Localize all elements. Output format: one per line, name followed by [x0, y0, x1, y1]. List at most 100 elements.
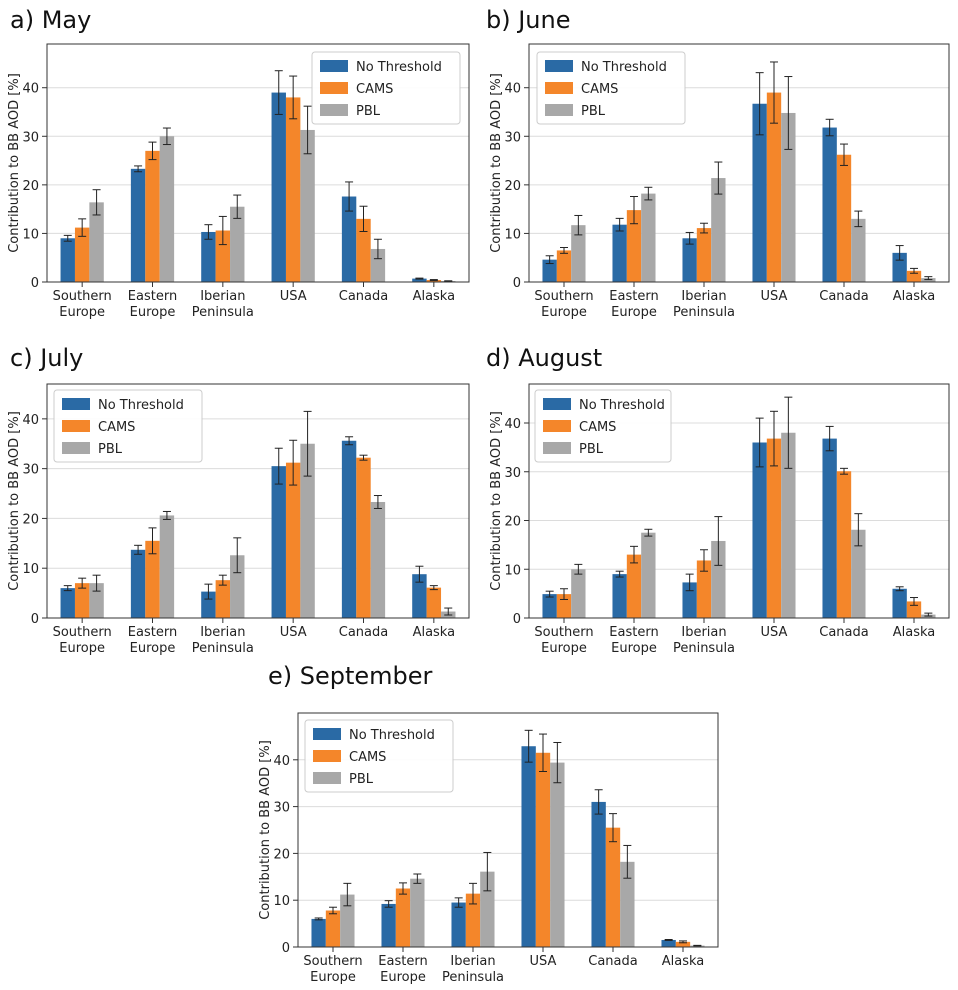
bar	[766, 92, 782, 282]
x-tick-label: Alaska	[413, 625, 456, 640]
y-axis-label: Contribution to BB AOD [%]	[7, 411, 22, 591]
x-tick-label: Southern	[53, 625, 112, 640]
x-tick-label: Peninsula	[442, 970, 504, 985]
bar	[395, 888, 411, 947]
bar	[612, 574, 627, 618]
error-bar	[840, 143, 848, 166]
error-bar	[415, 565, 424, 583]
error-bar	[700, 549, 708, 572]
error-bar	[233, 537, 242, 574]
bar	[836, 154, 852, 282]
error-bar	[148, 527, 157, 555]
legend-swatch	[320, 60, 348, 72]
bar	[89, 202, 104, 282]
y-tick-label: 10	[273, 894, 290, 909]
bar	[230, 555, 245, 618]
error-bar	[524, 729, 533, 763]
bar	[711, 540, 726, 618]
x-tick-label: Southern	[53, 289, 112, 304]
error-bar	[289, 75, 298, 120]
error-bar	[413, 873, 422, 884]
error-bar	[218, 215, 227, 246]
x-tick-label: Iberian	[681, 625, 726, 640]
legend-swatch	[62, 442, 90, 454]
x-tick-label: Europe	[541, 641, 587, 656]
bar	[60, 238, 75, 282]
error-bar	[78, 218, 87, 237]
bar	[556, 250, 572, 282]
bar	[822, 127, 837, 283]
bar	[892, 588, 907, 618]
error-bar	[679, 940, 687, 944]
bar	[781, 432, 796, 618]
x-tick-label: Alaska	[662, 954, 705, 969]
bar	[340, 894, 355, 947]
bar	[851, 218, 866, 282]
legend-swatch	[545, 104, 573, 116]
y-axis-label: Contribution to BB AOD [%]	[489, 411, 504, 591]
bar	[542, 259, 557, 282]
error-bar	[644, 528, 653, 537]
legend: No Threshold CAMS PBL	[304, 719, 454, 793]
y-tick-label: 20	[504, 179, 521, 194]
error-bar	[204, 583, 213, 600]
bar	[145, 540, 160, 618]
bar	[74, 583, 90, 618]
error-bar	[384, 900, 393, 908]
x-tick-label: Europe	[130, 641, 176, 656]
error-bar	[770, 410, 778, 467]
bar	[822, 438, 837, 618]
x-tick-label: Canada	[819, 625, 868, 640]
bar	[356, 457, 371, 618]
error-bar	[218, 574, 227, 586]
y-axis-label: Contribution to BB AOD [%]	[489, 73, 504, 253]
legend-box	[311, 51, 461, 125]
x-tick-label: Iberian	[681, 289, 726, 304]
error-bar	[924, 612, 933, 617]
error-bar	[303, 410, 312, 477]
error-bar	[63, 585, 72, 592]
error-bar	[700, 222, 708, 234]
error-bar	[345, 181, 354, 212]
legend: No Threshold CAMS PBL	[534, 389, 672, 463]
bar	[612, 224, 627, 282]
bar	[74, 227, 90, 282]
x-tick-label: Alaska	[893, 625, 936, 640]
chart-title: b) June	[486, 6, 571, 34]
legend-label: PBL	[349, 772, 374, 787]
error-bar	[609, 813, 617, 843]
error-bar	[560, 247, 568, 254]
bar	[300, 443, 315, 618]
y-tick-label: 0	[513, 612, 521, 627]
bar	[682, 582, 697, 618]
error-bar	[755, 417, 764, 468]
error-bar	[784, 76, 793, 150]
error-bar	[539, 733, 547, 772]
error-bar	[755, 72, 764, 136]
x-tick-label: Canada	[339, 289, 388, 304]
error-bar	[373, 238, 382, 260]
error-bar	[92, 189, 101, 216]
bar	[311, 918, 326, 947]
bar	[641, 532, 656, 618]
error-bar	[162, 127, 171, 146]
error-bar	[444, 607, 453, 616]
legend-swatch	[320, 82, 348, 94]
legend-swatch	[545, 60, 573, 72]
y-tick-label: 40	[504, 417, 521, 432]
y-tick-label: 30	[273, 801, 290, 816]
legend-label: No Threshold	[349, 728, 435, 743]
legend-swatch	[545, 82, 573, 94]
plot-frame	[46, 43, 470, 283]
x-tick-label: Southern	[534, 289, 593, 304]
bar	[752, 103, 767, 282]
bar	[60, 588, 75, 618]
legend-box	[304, 719, 454, 793]
plot-frame	[528, 383, 950, 619]
bar	[661, 939, 676, 947]
legend-label: CAMS	[581, 82, 618, 97]
x-tick-label: Eastern	[378, 954, 427, 969]
y-tick-label: 0	[31, 276, 39, 291]
error-bar	[714, 161, 723, 195]
y-tick-label: 40	[22, 82, 39, 97]
